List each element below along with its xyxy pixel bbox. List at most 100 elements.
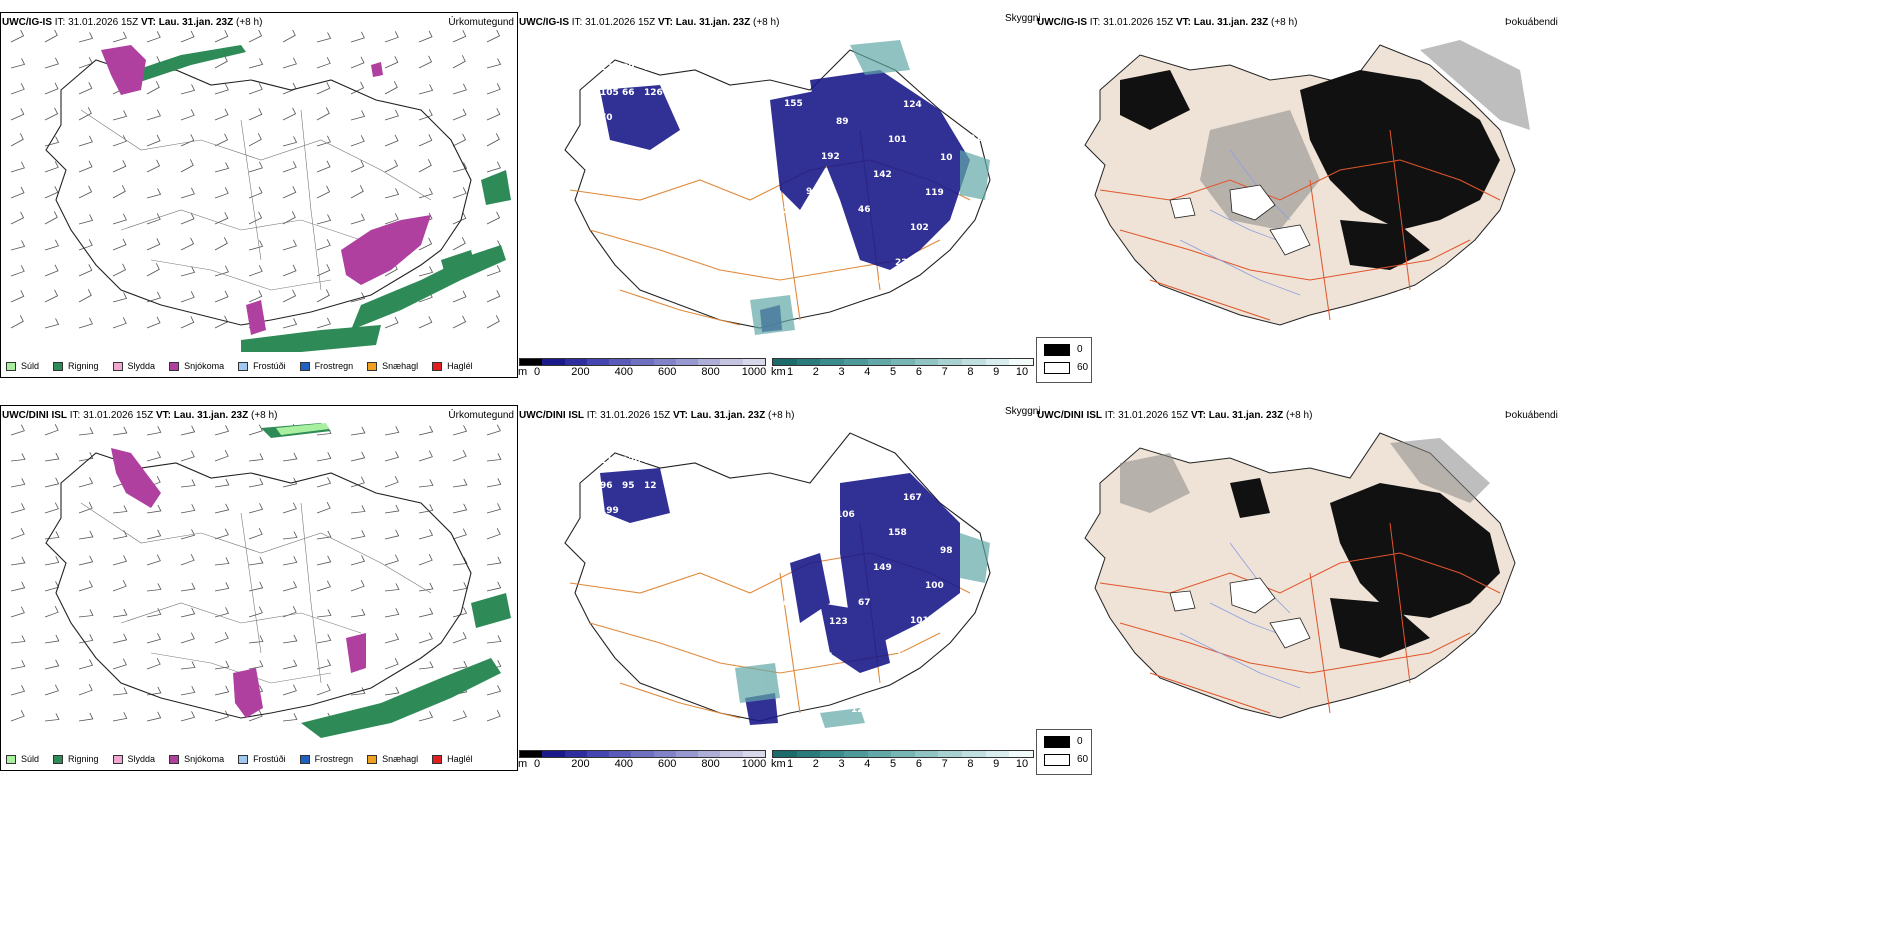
wind-barb [78,477,94,488]
wind-barb [316,107,330,121]
wind-barb [486,503,502,514]
wind-barb [418,84,434,95]
wind-barb [180,607,196,618]
wind-barb [214,685,230,696]
wind-barb [248,424,263,436]
wind-barb [418,479,434,488]
wind-barb [180,291,195,303]
scale-tick-label: 0 [533,366,541,378]
scale-step [796,751,821,757]
wind-barb [10,478,26,488]
cloud-base-label: 70 [821,545,834,555]
wind-barb [180,661,196,670]
wind-barb [10,660,26,670]
wind-barb [486,58,502,69]
wind-barb [112,185,126,199]
wind-barb [10,265,25,277]
scale-step [820,359,844,365]
scale-step [564,359,587,365]
wind-barb [350,135,365,147]
wind-barb [282,264,297,277]
wind-barb [418,266,434,277]
wind-barb [248,133,262,147]
wind-barb [282,30,296,43]
wind-barb [146,316,161,329]
wind-barb [214,108,229,121]
wind-barb [418,529,434,540]
wind-barb [180,84,196,95]
wind-barb [316,135,331,147]
wind-barb [418,30,433,43]
legend-label: Snjókoma [184,361,225,371]
wind-barb [384,426,400,436]
legend-item: Frostregn [299,754,353,764]
legend-label: Rigning [68,361,99,371]
wind-barb [112,608,128,618]
cloud-base-label: 136 [799,687,818,697]
scale-step [520,751,543,757]
wind-barb [214,133,229,147]
fog-label-60: 60 [1077,754,1089,765]
wind-barb [44,30,58,43]
visibility-scale-bar-bottom [772,750,1034,758]
wind-barb [486,83,501,95]
wind-barb [486,556,502,566]
wind-barb [384,686,400,696]
wind-barb [180,30,195,43]
legend-item: Haglél [432,361,473,371]
wind-barb [350,687,366,696]
scale-step [867,359,892,365]
glacier-outlines [1169,577,1311,649]
cloud-base-label: 98 [940,546,953,556]
wind-barb [418,316,433,329]
wind-barb [180,504,196,514]
wind-barb [10,606,25,618]
wind-barb [180,187,195,199]
wind-barb [44,684,59,696]
wind-barb [112,505,128,514]
wind-barb [78,239,93,251]
wind-barb [10,133,24,147]
wind-barb [452,632,467,644]
fog-label-0: 0 [1077,736,1083,747]
wind-barb [452,290,467,303]
wind-barb [282,107,297,121]
wind-barb [486,453,502,462]
wind-barb [78,317,93,329]
scale-step [742,751,765,757]
wind-barb [78,264,93,277]
wind-barb [248,556,264,566]
wind-barb [452,710,467,722]
wind-barb [350,110,366,121]
scale-tick-label: 1000 [741,758,767,770]
wind-barb [78,107,92,121]
cloud-base-label: 100 [866,277,885,287]
scale-tick-label: 10 [1015,366,1029,378]
wind-barbs [10,30,502,329]
cloud-base-label: 12 [644,481,657,491]
road-network [569,522,971,719]
scale-step [843,359,868,365]
cloud-base-label: 101 [888,135,907,145]
wind-barb [452,450,467,462]
wind-barb [44,502,59,514]
cloud-base-label: 96 [600,481,613,491]
wind-barb [282,57,297,69]
wind-barb [78,57,93,69]
visibility-scale-bar-top [772,358,1034,366]
cloud-base-label: 120 [622,456,641,466]
legend-item: Súld [6,361,39,371]
scale-step [631,359,654,365]
wind-barb [350,426,366,436]
wind-barb [248,161,263,173]
cloud-base-label: 114 [932,311,951,321]
scale-tick-label: 800 [701,366,720,378]
cloud-base-label: 10 [940,153,953,163]
wind-barb [44,211,58,225]
wind-barb [418,134,433,147]
cloud-base-label: 110 [962,241,981,251]
legend-item: Súld [6,754,39,764]
scale-step [796,359,821,365]
scale-tick-label: 200 [571,366,590,378]
wind-barb [248,290,263,303]
